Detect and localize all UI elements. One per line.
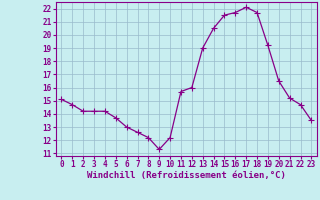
X-axis label: Windchill (Refroidissement éolien,°C): Windchill (Refroidissement éolien,°C) xyxy=(87,171,286,180)
